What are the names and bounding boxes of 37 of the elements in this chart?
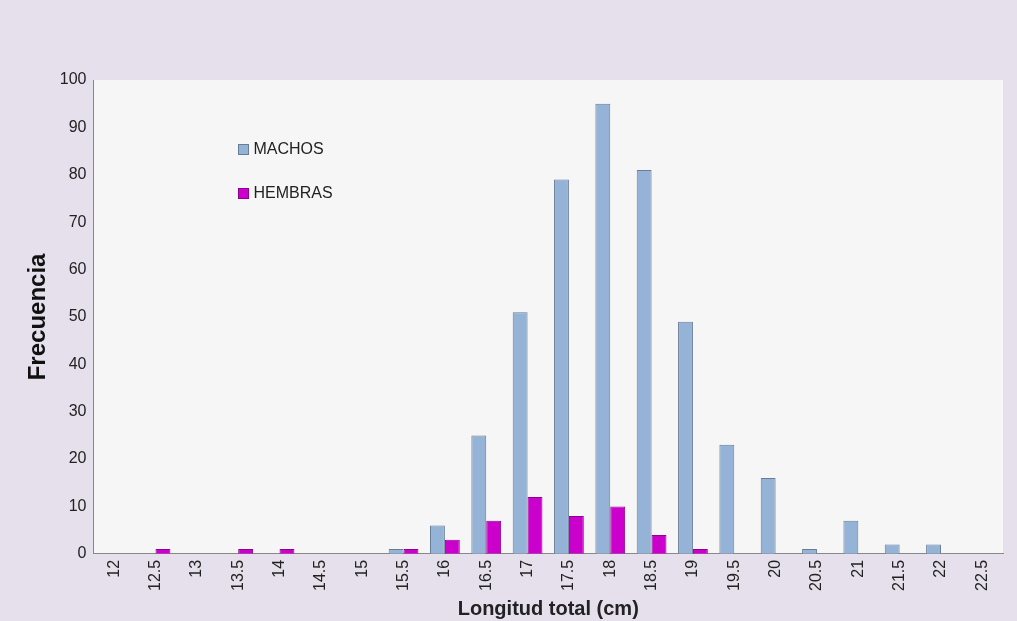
x-tick-label: 21 (848, 559, 866, 578)
x-tick-label: 18 (600, 559, 618, 578)
x-tick-label: 16.5 (476, 559, 494, 591)
y-tick-label: 0 (77, 544, 87, 562)
x-tick-label: 22.5 (972, 559, 990, 591)
x-tick-label: 17.5 (559, 559, 577, 591)
legend-label: MACHOS (253, 140, 324, 158)
y-tick-label: 20 (68, 449, 87, 467)
y-tick-label: 100 (59, 70, 87, 88)
y-axis-title: Frecuencia (23, 252, 51, 381)
x-tick-label: 14.5 (311, 559, 329, 591)
y-tick-label: 50 (68, 307, 87, 325)
x-tick-label: 14 (269, 559, 287, 578)
x-tick-label: 17 (517, 559, 535, 578)
x-tick-label: 19.5 (724, 559, 742, 591)
x-tick-label: 21.5 (890, 559, 908, 591)
y-tick-label: 10 (68, 496, 87, 514)
x-tick-label: 22 (931, 559, 949, 578)
y-tick-label: 90 (68, 117, 87, 135)
y-tick-label: 70 (68, 212, 87, 230)
legend-label: HEMBRAS (253, 184, 333, 202)
y-tick-label: 80 (68, 165, 87, 183)
x-tick-label: 18.5 (642, 559, 660, 591)
x-tick-label: 20 (766, 559, 784, 578)
x-tick-label: 15.5 (393, 559, 411, 591)
x-tick-label: 12.5 (145, 559, 163, 591)
x-tick-label: 15 (352, 559, 370, 578)
x-tick-label: 13.5 (228, 559, 246, 591)
x-tick-label: 16 (435, 559, 453, 578)
x-tick-label: 13 (187, 559, 205, 578)
x-tick-label: 20.5 (807, 559, 825, 591)
y-tick-label: 40 (68, 354, 87, 372)
y-tick-label: 30 (68, 402, 87, 420)
x-tick-label: 19 (683, 559, 701, 578)
x-tick-label: 12 (104, 559, 122, 578)
y-tick-label: 60 (68, 259, 87, 277)
x-axis-title: Longitud total (cm) (457, 596, 639, 619)
